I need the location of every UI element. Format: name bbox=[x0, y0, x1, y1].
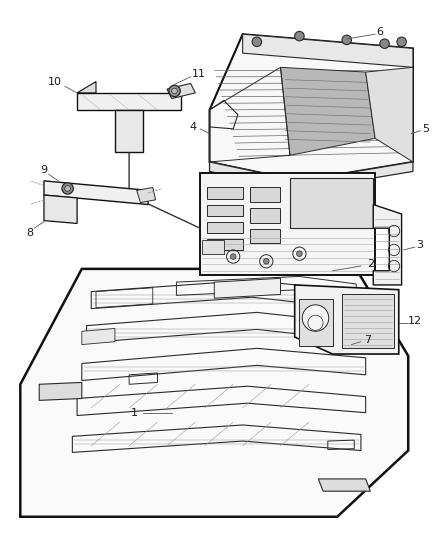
Circle shape bbox=[295, 31, 304, 41]
Polygon shape bbox=[207, 222, 243, 233]
Polygon shape bbox=[20, 269, 408, 517]
Polygon shape bbox=[214, 278, 280, 298]
Polygon shape bbox=[250, 229, 280, 244]
Text: 3: 3 bbox=[416, 240, 423, 250]
Text: 5: 5 bbox=[422, 124, 429, 134]
Text: 11: 11 bbox=[192, 69, 206, 79]
Polygon shape bbox=[207, 188, 243, 199]
Polygon shape bbox=[207, 205, 243, 216]
Polygon shape bbox=[82, 328, 115, 344]
Text: 9: 9 bbox=[40, 165, 48, 174]
Polygon shape bbox=[77, 82, 96, 93]
Text: 12: 12 bbox=[408, 316, 422, 326]
Polygon shape bbox=[373, 205, 402, 285]
Polygon shape bbox=[202, 240, 224, 254]
Circle shape bbox=[65, 185, 71, 191]
Polygon shape bbox=[77, 93, 181, 110]
Polygon shape bbox=[200, 173, 375, 276]
Circle shape bbox=[342, 35, 351, 45]
Circle shape bbox=[230, 254, 236, 260]
Text: 10: 10 bbox=[48, 77, 62, 86]
Polygon shape bbox=[295, 285, 399, 354]
Polygon shape bbox=[209, 34, 413, 181]
Polygon shape bbox=[250, 188, 280, 201]
Text: 8: 8 bbox=[26, 228, 33, 238]
Polygon shape bbox=[342, 294, 394, 349]
Polygon shape bbox=[115, 110, 143, 152]
Circle shape bbox=[264, 259, 269, 264]
Text: 4: 4 bbox=[189, 122, 196, 132]
Text: 1: 1 bbox=[131, 408, 138, 418]
Text: 6: 6 bbox=[376, 27, 383, 37]
Circle shape bbox=[302, 305, 329, 332]
Polygon shape bbox=[44, 195, 77, 223]
Polygon shape bbox=[300, 299, 332, 346]
Circle shape bbox=[172, 88, 177, 94]
Polygon shape bbox=[250, 208, 280, 222]
Polygon shape bbox=[39, 382, 82, 400]
Polygon shape bbox=[243, 34, 413, 67]
Polygon shape bbox=[318, 479, 371, 491]
Polygon shape bbox=[44, 181, 148, 205]
Polygon shape bbox=[366, 67, 413, 162]
Polygon shape bbox=[137, 188, 155, 203]
Polygon shape bbox=[290, 178, 373, 228]
Text: 7: 7 bbox=[364, 335, 371, 345]
Circle shape bbox=[169, 85, 180, 96]
Polygon shape bbox=[207, 239, 243, 250]
Circle shape bbox=[397, 37, 406, 46]
Polygon shape bbox=[209, 162, 413, 190]
Circle shape bbox=[252, 37, 261, 46]
Circle shape bbox=[297, 251, 302, 256]
Circle shape bbox=[62, 183, 73, 194]
Polygon shape bbox=[167, 84, 195, 99]
Text: 2: 2 bbox=[367, 259, 374, 269]
Circle shape bbox=[380, 39, 389, 49]
Polygon shape bbox=[280, 67, 375, 155]
